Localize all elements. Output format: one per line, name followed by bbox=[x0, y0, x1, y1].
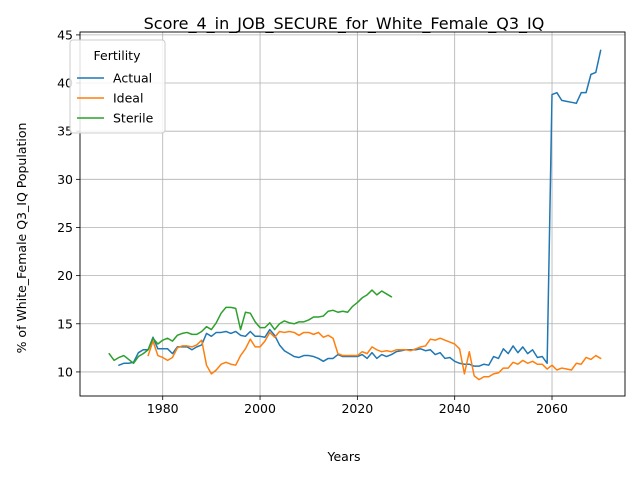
legend-label-ideal: Ideal bbox=[113, 91, 143, 106]
chart-title: Score_4_in_JOB_SECURE_for_White_Female_Q… bbox=[144, 14, 545, 34]
series-line-ideal bbox=[147, 330, 602, 381]
x-tick-label: 2060 bbox=[536, 401, 568, 416]
x-tick-label: 2000 bbox=[244, 401, 276, 416]
y-tick-label: 25 bbox=[57, 220, 73, 235]
y-axis-title: % of White_Female Q3_IQ Population bbox=[14, 123, 29, 354]
y-tick-label: 10 bbox=[57, 364, 73, 379]
legend: Fertility Actual Ideal Sterile bbox=[69, 39, 166, 134]
x-tick-label: 2040 bbox=[439, 401, 471, 416]
y-tick-label: 30 bbox=[57, 172, 73, 187]
y-tick-label: 45 bbox=[57, 27, 73, 42]
x-tick-label: 1980 bbox=[147, 401, 179, 416]
y-tick-label: 20 bbox=[57, 268, 73, 283]
legend-box bbox=[69, 39, 166, 134]
legend-entries: Actual Ideal Sterile bbox=[77, 71, 154, 126]
series-line-actual bbox=[118, 49, 602, 367]
x-axis-title: Years bbox=[327, 449, 361, 464]
x-tick-label: 2020 bbox=[341, 401, 373, 416]
legend-title: Fertility bbox=[94, 48, 142, 63]
y-tick-label: 40 bbox=[57, 76, 73, 91]
y-tick-label: 15 bbox=[57, 316, 73, 331]
legend-label-sterile: Sterile bbox=[113, 111, 154, 126]
grid-lines bbox=[80, 32, 625, 396]
legend-label-actual: Actual bbox=[113, 71, 152, 86]
series-line-sterile bbox=[108, 289, 393, 365]
plot-area-frame bbox=[79, 31, 626, 397]
y-tick-label: 35 bbox=[57, 124, 73, 139]
series-lines bbox=[108, 49, 602, 381]
axis-ticks: 1980 2000 2020 2040 2060 10 15 20 25 30 35 40 45 bbox=[57, 27, 568, 416]
